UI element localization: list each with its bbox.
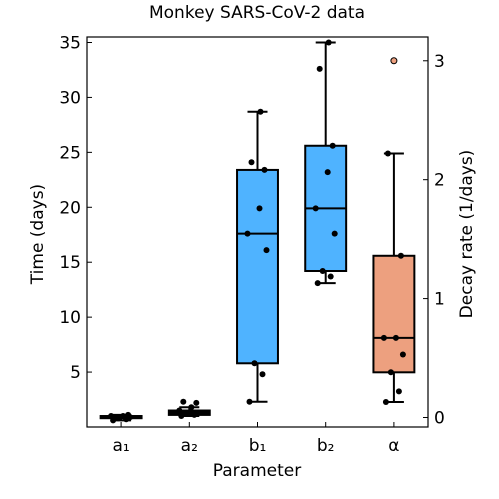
data-point xyxy=(392,334,399,341)
chart-title: Monkey SARS-CoV-2 data xyxy=(149,3,365,23)
data-point xyxy=(319,268,326,274)
data-point xyxy=(195,409,202,416)
data-point xyxy=(397,252,404,259)
y-axis-right-label: Decay rate (1/days) xyxy=(457,150,477,319)
y-left-tick-label: 30 xyxy=(59,88,81,108)
y-left-tick-label: 5 xyxy=(70,363,81,383)
data-point xyxy=(312,205,319,212)
data-point xyxy=(331,230,338,237)
data-point xyxy=(325,39,332,46)
data-point xyxy=(120,413,127,420)
data-point xyxy=(183,410,190,417)
data-point xyxy=(382,399,389,406)
y-left-tick-label: 15 xyxy=(59,253,81,273)
data-point xyxy=(380,334,387,341)
box-5 xyxy=(372,57,416,406)
data-point xyxy=(329,142,336,149)
data-point xyxy=(256,205,263,212)
x-axis-label: Parameter xyxy=(213,461,301,481)
box-iqr xyxy=(372,254,416,374)
y-axis-left-label: Time (days) xyxy=(28,184,48,285)
box-iqr xyxy=(236,168,279,365)
x-tick-label: a₁ xyxy=(112,436,129,456)
data-point xyxy=(193,399,200,406)
plot-area xyxy=(99,39,416,424)
data-point xyxy=(387,369,394,376)
data-point xyxy=(257,108,264,115)
data-point xyxy=(259,371,266,378)
data-point xyxy=(327,273,334,280)
data-point xyxy=(314,280,321,287)
data-point xyxy=(188,404,195,411)
data-point xyxy=(176,407,183,414)
y-right-tick-label: 2 xyxy=(434,171,445,191)
y-right-tick-label: 1 xyxy=(434,290,445,310)
y-right-tick-label: 0 xyxy=(434,408,445,428)
data-point xyxy=(115,415,122,422)
y-left-tick-label: 10 xyxy=(59,308,81,328)
data-point xyxy=(178,413,185,420)
data-point xyxy=(399,351,406,358)
data-point xyxy=(384,150,391,157)
y-left-tick-label: 25 xyxy=(59,143,81,163)
y-left-tick-label: 35 xyxy=(59,33,81,53)
data-point xyxy=(324,169,331,176)
data-point xyxy=(316,65,323,72)
data-point xyxy=(261,166,268,173)
data-point xyxy=(180,398,187,405)
data-point xyxy=(263,247,270,254)
box-4 xyxy=(304,39,348,287)
data-point xyxy=(246,398,253,405)
data-point xyxy=(248,159,255,166)
box-3 xyxy=(236,108,279,405)
data-point xyxy=(251,360,258,367)
box-2 xyxy=(167,398,211,420)
x-tick-label: b₁ xyxy=(249,436,267,456)
data-point xyxy=(125,411,132,418)
x-tick-label: b₂ xyxy=(317,436,335,456)
x-tick-label: a₂ xyxy=(181,436,198,456)
data-point xyxy=(244,230,251,237)
data-point xyxy=(108,413,115,420)
outlier-point xyxy=(390,57,398,65)
y-right-tick-label: 3 xyxy=(434,52,445,72)
y-left-tick-label: 20 xyxy=(59,198,81,218)
x-tick-label: α xyxy=(388,436,399,456)
box-1 xyxy=(99,411,143,424)
data-point xyxy=(395,388,402,395)
